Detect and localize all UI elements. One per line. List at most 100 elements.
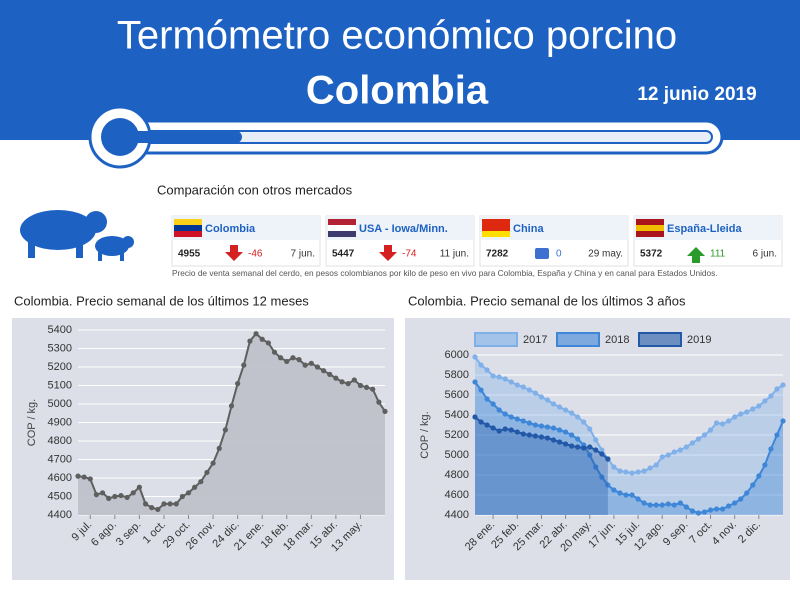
point [665,452,671,458]
point [526,387,532,393]
point [762,462,768,468]
point [532,390,538,396]
point [478,362,484,368]
point [75,473,81,479]
point [185,490,192,496]
point [222,427,228,433]
point [106,495,112,501]
point [99,490,106,496]
page-subtitle: Colombia [306,69,489,113]
y-tick-label: 4400 [445,509,469,521]
y-axis-label: COP / kg. [419,411,431,458]
flag [174,225,202,231]
legend-swatch [638,332,682,347]
market-change: -74 [402,249,417,260]
point [605,482,611,488]
point [155,506,161,513]
change-icon [535,248,549,259]
point [593,437,599,443]
change-icon [687,247,705,263]
point [581,419,587,425]
y-tick-label: 4800 [48,435,72,447]
point [647,465,653,471]
point [550,425,557,431]
market-date: 6 jun. [753,249,777,260]
page-title: Termómetro económico porcino [117,14,677,58]
point [520,384,526,390]
point [484,367,490,373]
point [376,399,382,405]
point [179,493,185,500]
flag [636,219,664,225]
point [641,500,647,506]
point [538,423,545,429]
point [538,434,545,440]
y-axis-label: COP / kg. [26,399,38,446]
change-icon [379,245,397,261]
point [562,429,569,435]
point [204,469,210,476]
point [502,376,508,382]
point [526,420,532,426]
point [587,444,593,450]
line [474,356,784,475]
point [284,358,290,365]
y-tick-label: 5300 [48,342,72,354]
point [130,490,136,496]
point [635,496,641,502]
point [502,426,508,432]
point [695,510,702,516]
point [617,468,623,474]
point [720,421,726,427]
point [508,414,514,420]
flag [328,231,356,237]
point [556,439,563,445]
point [112,493,118,500]
flag [482,225,510,231]
point [750,482,756,488]
point [623,469,629,475]
point [599,474,605,480]
point [508,427,514,433]
point [514,429,520,435]
point [738,496,744,502]
area [78,333,385,515]
point [502,411,508,417]
page-date: 12 junio 2019 [637,84,756,105]
point [345,381,351,387]
y-tick-label: 5800 [445,369,469,381]
market-price: 7282 [486,249,509,260]
market-name: Colombia [205,223,256,235]
area [475,382,783,515]
point [647,502,653,508]
y-tick-label: 4700 [48,453,72,465]
area [475,417,608,515]
point [192,484,198,490]
market-name: China [513,223,544,235]
note: Precio de venta semanal del cerdo, en pe… [172,268,718,278]
y-tick-label: 5000 [445,449,469,461]
point [538,394,545,400]
point [478,387,484,393]
point [701,432,708,438]
flag [482,231,510,237]
point [278,355,284,361]
point [173,501,179,507]
point [382,408,388,414]
point [472,414,478,420]
point [575,444,581,450]
market-name: España-Lleida [667,223,742,235]
y-tick-label: 4400 [48,509,72,521]
point [370,386,376,392]
point [327,371,333,377]
y-tick-label: 4900 [48,416,72,428]
point [339,379,345,385]
flag [174,219,202,225]
point [556,427,563,433]
point [762,398,768,404]
flag [174,231,202,237]
y-tick-label: 5600 [445,389,469,401]
point [569,432,575,438]
chart-title: Colombia. Precio semanal de los últimos … [14,293,309,308]
point [490,401,496,407]
